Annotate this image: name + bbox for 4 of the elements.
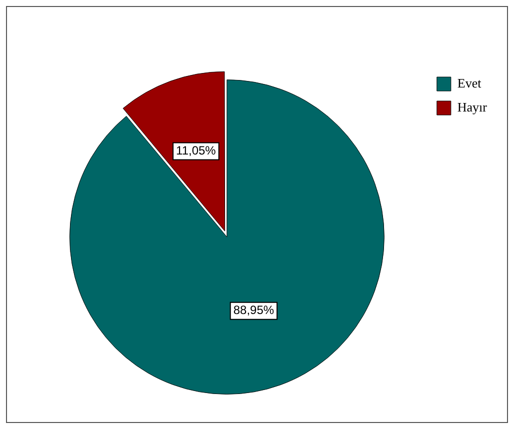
- legend-label: Hayır: [457, 99, 488, 114]
- data-label: 88,95%: [233, 303, 274, 318]
- data-label: 11,05%: [176, 144, 216, 158]
- legend-label: Evet: [457, 75, 482, 90]
